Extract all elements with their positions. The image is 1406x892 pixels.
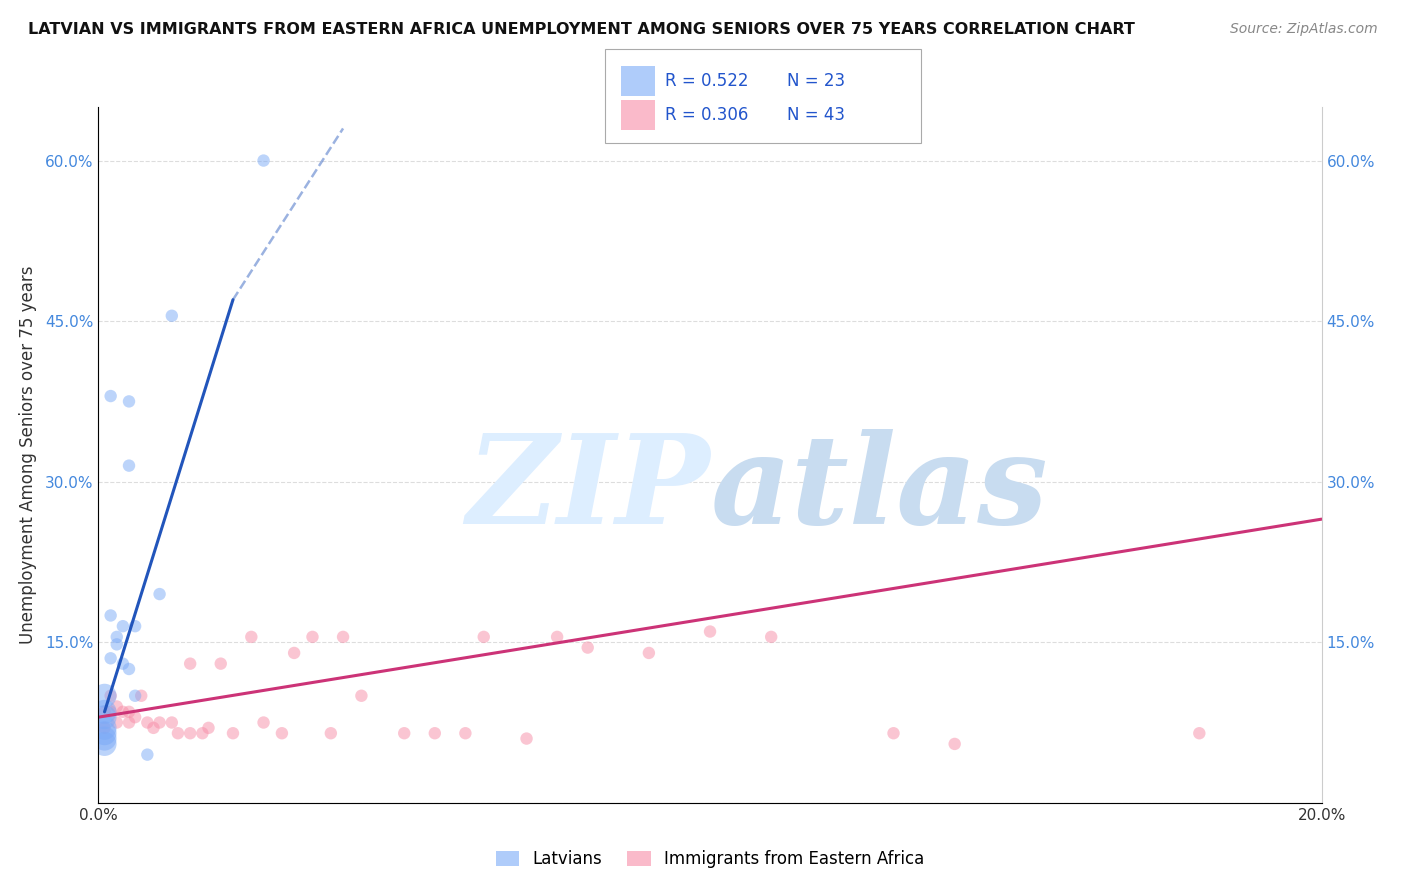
Point — [118, 715, 141, 730]
Point — [160, 309, 183, 323]
Point — [197, 721, 219, 735]
Point — [100, 705, 122, 719]
Point — [129, 689, 152, 703]
Point — [136, 715, 159, 730]
Point — [252, 153, 274, 168]
Point — [240, 630, 263, 644]
Point — [332, 630, 354, 644]
Text: ZIP: ZIP — [467, 429, 710, 550]
Point — [100, 389, 122, 403]
Text: atlas: atlas — [710, 429, 1047, 550]
Point — [149, 715, 172, 730]
Y-axis label: Unemployment Among Seniors over 75 years: Unemployment Among Seniors over 75 years — [18, 266, 37, 644]
Point — [136, 747, 159, 762]
Point — [637, 646, 661, 660]
Point — [124, 689, 146, 703]
Point — [392, 726, 416, 740]
Point — [93, 721, 115, 735]
Point — [546, 630, 568, 644]
Point — [943, 737, 966, 751]
Point — [93, 737, 115, 751]
Point — [93, 726, 115, 740]
Point — [301, 630, 323, 644]
Point — [100, 651, 122, 665]
Point — [105, 715, 128, 730]
Point — [883, 726, 905, 740]
Point — [93, 705, 115, 719]
Text: Source: ZipAtlas.com: Source: ZipAtlas.com — [1230, 22, 1378, 37]
Point — [1188, 726, 1211, 740]
Point — [454, 726, 477, 740]
Text: LATVIAN VS IMMIGRANTS FROM EASTERN AFRICA UNEMPLOYMENT AMONG SENIORS OVER 75 YEA: LATVIAN VS IMMIGRANTS FROM EASTERN AFRIC… — [28, 22, 1135, 37]
Point — [350, 689, 373, 703]
Point — [149, 587, 172, 601]
Text: R = 0.306: R = 0.306 — [665, 106, 748, 124]
Point — [270, 726, 292, 740]
Text: N = 23: N = 23 — [787, 72, 845, 90]
Point — [124, 710, 146, 724]
Point — [93, 689, 115, 703]
Point — [111, 705, 134, 719]
Point — [111, 657, 134, 671]
Point — [93, 710, 115, 724]
Point — [93, 705, 115, 719]
Point — [179, 657, 201, 671]
Point — [100, 608, 122, 623]
Point — [142, 721, 165, 735]
Point — [167, 726, 190, 740]
Point — [576, 640, 599, 655]
Point — [252, 715, 274, 730]
Point — [516, 731, 538, 746]
Point — [319, 726, 342, 740]
Point — [191, 726, 214, 740]
Text: N = 43: N = 43 — [787, 106, 845, 124]
Point — [209, 657, 232, 671]
Point — [93, 731, 115, 746]
Point — [111, 619, 134, 633]
Point — [93, 721, 115, 735]
Point — [699, 624, 721, 639]
Legend: Latvians, Immigrants from Eastern Africa: Latvians, Immigrants from Eastern Africa — [489, 843, 931, 874]
Point — [283, 646, 305, 660]
Point — [472, 630, 495, 644]
Point — [759, 630, 782, 644]
Point — [105, 699, 128, 714]
Point — [118, 662, 141, 676]
Point — [423, 726, 446, 740]
Point — [118, 705, 141, 719]
Point — [100, 689, 122, 703]
Point — [179, 726, 201, 740]
Point — [160, 715, 183, 730]
Point — [124, 619, 146, 633]
Point — [118, 394, 141, 409]
Point — [105, 630, 128, 644]
Point — [105, 637, 128, 651]
Point — [222, 726, 245, 740]
Point — [118, 458, 141, 473]
Text: R = 0.522: R = 0.522 — [665, 72, 748, 90]
